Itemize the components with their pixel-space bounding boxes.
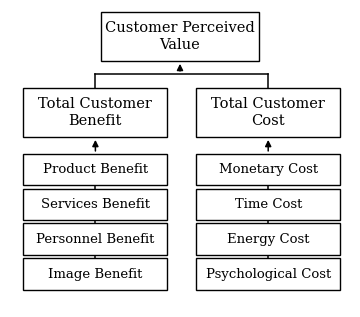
FancyBboxPatch shape <box>196 258 340 290</box>
FancyBboxPatch shape <box>23 88 167 137</box>
Text: Services Benefit: Services Benefit <box>41 198 150 211</box>
Text: Total Customer
Benefit: Total Customer Benefit <box>39 97 152 128</box>
Text: Monetary Cost: Monetary Cost <box>219 163 318 176</box>
FancyBboxPatch shape <box>101 12 259 61</box>
Text: Energy Cost: Energy Cost <box>227 233 310 246</box>
Text: Total Customer
Cost: Total Customer Cost <box>211 97 325 128</box>
Text: Psychological Cost: Psychological Cost <box>206 268 331 281</box>
FancyBboxPatch shape <box>23 258 167 290</box>
FancyBboxPatch shape <box>23 154 167 185</box>
Text: Personnel Benefit: Personnel Benefit <box>36 233 154 246</box>
Text: Image Benefit: Image Benefit <box>48 268 143 281</box>
FancyBboxPatch shape <box>196 88 340 137</box>
Text: Customer Perceived
Value: Customer Perceived Value <box>105 21 255 52</box>
FancyBboxPatch shape <box>23 189 167 220</box>
FancyBboxPatch shape <box>23 223 167 255</box>
FancyBboxPatch shape <box>196 223 340 255</box>
FancyBboxPatch shape <box>196 189 340 220</box>
Text: Time Cost: Time Cost <box>234 198 302 211</box>
Text: Product Benefit: Product Benefit <box>43 163 148 176</box>
FancyBboxPatch shape <box>196 154 340 185</box>
